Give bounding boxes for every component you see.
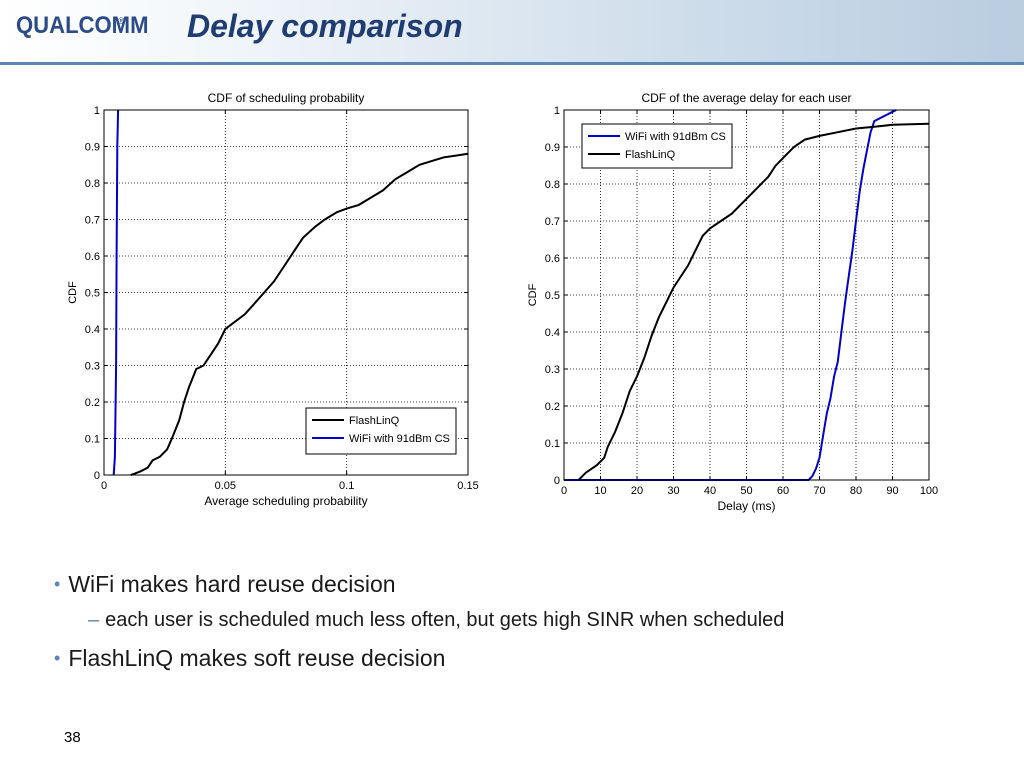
y-tick-label: 0.4 bbox=[85, 324, 100, 336]
y-tick-label: 1 bbox=[554, 105, 560, 117]
y-tick-label: 0.8 bbox=[85, 178, 100, 190]
y-tick-label: 0.9 bbox=[85, 142, 100, 154]
series-line-wifi-with-91dbm-cs bbox=[564, 109, 897, 481]
header-bar bbox=[0, 0, 1024, 64]
header-rule bbox=[0, 62, 1024, 65]
chart-svg-left: 0 0.05 0.1 0.15 0 0.1 0.2 0.3 0.4 0.5 0.6 0.7 0.8 0.9… bbox=[67, 91, 479, 508]
bullet-flashlinq-text: FlashLinQ makes soft reuse decision bbox=[68, 645, 446, 671]
x-tick-label: 0.15 bbox=[457, 480, 478, 492]
y-tick-label: 0.5 bbox=[545, 290, 560, 302]
qualcomm-logo: QUALCOMM bbox=[16, 12, 149, 39]
x-tick-label: 10 bbox=[594, 485, 606, 497]
y-tick-label: 0.5 bbox=[85, 288, 100, 300]
y-tick-label: 0.6 bbox=[545, 253, 560, 265]
y-tick-label: 0.2 bbox=[545, 401, 560, 413]
x-tick-label: 90 bbox=[886, 485, 898, 497]
x-axis-label: Delay (ms) bbox=[717, 499, 775, 513]
x-tick-label: 100 bbox=[920, 485, 938, 497]
series-line-flashlinq bbox=[130, 152, 469, 476]
bullet-flashlinq: • FlashLinQ makes soft reuse decision bbox=[54, 645, 445, 672]
x-axis-label: Average scheduling probability bbox=[204, 494, 367, 508]
y-tick-label: 0.4 bbox=[545, 327, 560, 339]
bullet-dot: • bbox=[54, 648, 61, 668]
legend-label: WiFi with 91dBm CS bbox=[625, 131, 726, 143]
subbullet-wifi-text: each user is scheduled much less often, … bbox=[105, 609, 785, 631]
x-tick-label: 20 bbox=[631, 485, 643, 497]
x-tick-label: 50 bbox=[740, 485, 752, 497]
series-line-flashlinq bbox=[577, 122, 930, 481]
chart-title: CDF of the average delay for each user bbox=[641, 91, 851, 105]
x-tick-label: 0 bbox=[101, 480, 107, 492]
axes-frame bbox=[103, 109, 469, 476]
page-number: 38 bbox=[64, 729, 81, 746]
subbullet-wifi: – each user is scheduled much less often,… bbox=[88, 609, 784, 632]
legend-box bbox=[305, 407, 457, 455]
y-tick-label: 0 bbox=[554, 475, 560, 487]
y-tick-label: 0.1 bbox=[545, 438, 560, 450]
y-tick-label: 0.9 bbox=[545, 142, 560, 154]
y-tick-label: 0.2 bbox=[85, 397, 100, 409]
y-tick-label: 0.6 bbox=[85, 251, 100, 263]
y-axis-label: CDF bbox=[67, 281, 79, 304]
y-tick-label: 1 bbox=[94, 105, 100, 117]
slide-title: Delay comparison bbox=[187, 8, 463, 44]
x-tick-label: 0.1 bbox=[339, 480, 354, 492]
y-tick-label: 0.7 bbox=[85, 215, 100, 227]
x-tick-label: 0 bbox=[561, 485, 567, 497]
x-tick-label: 60 bbox=[777, 485, 789, 497]
bullet-dot: • bbox=[54, 574, 61, 594]
bullet-wifi: • WiFi makes hard reuse decision bbox=[54, 571, 396, 598]
legend-label: FlashLinQ bbox=[625, 149, 676, 161]
x-tick-label: 70 bbox=[813, 485, 825, 497]
axes-frame bbox=[563, 109, 930, 481]
legend-label: FlashLinQ bbox=[349, 415, 400, 427]
y-tick-label: 0.1 bbox=[85, 434, 100, 446]
bullet-dash: – bbox=[88, 609, 100, 631]
x-tick-label: 80 bbox=[850, 485, 862, 497]
y-tick-label: 0.8 bbox=[545, 179, 560, 191]
y-tick-label: 0.3 bbox=[545, 364, 560, 376]
x-tick-label: 0.05 bbox=[215, 480, 236, 492]
y-tick-label: 0.3 bbox=[85, 361, 100, 373]
series-line-wifi-with-91dbm-cs bbox=[112, 109, 120, 476]
x-tick-label: 40 bbox=[704, 485, 716, 497]
registered-mark: ® bbox=[118, 16, 125, 26]
bullet-wifi-text: WiFi makes hard reuse decision bbox=[68, 571, 396, 597]
y-axis-label: CDF bbox=[527, 283, 539, 306]
legend-label: WiFi with 91dBm CS bbox=[349, 433, 450, 445]
chart-title: CDF of scheduling probability bbox=[208, 91, 365, 105]
legend-box bbox=[581, 123, 733, 169]
x-tick-label: 30 bbox=[667, 485, 679, 497]
y-tick-label: 0 bbox=[94, 470, 100, 482]
chart-average-delay: 0 10 20 30 40 50 60 70 80 90 100 0 0.1 0.2 0.3 0.4 0.5 0.… bbox=[522, 80, 952, 525]
y-tick-label: 0.7 bbox=[545, 216, 560, 228]
chart-svg-right: 0 10 20 30 40 50 60 70 80 90 100 0 0.1 0.2 0.3 0.4 0.5 0.… bbox=[527, 91, 938, 513]
chart-scheduling-probability: 0 0.05 0.1 0.15 0 0.1 0.2 0.3 0.4 0.5 0.6 0.7 0.8 0.9… bbox=[62, 80, 482, 520]
